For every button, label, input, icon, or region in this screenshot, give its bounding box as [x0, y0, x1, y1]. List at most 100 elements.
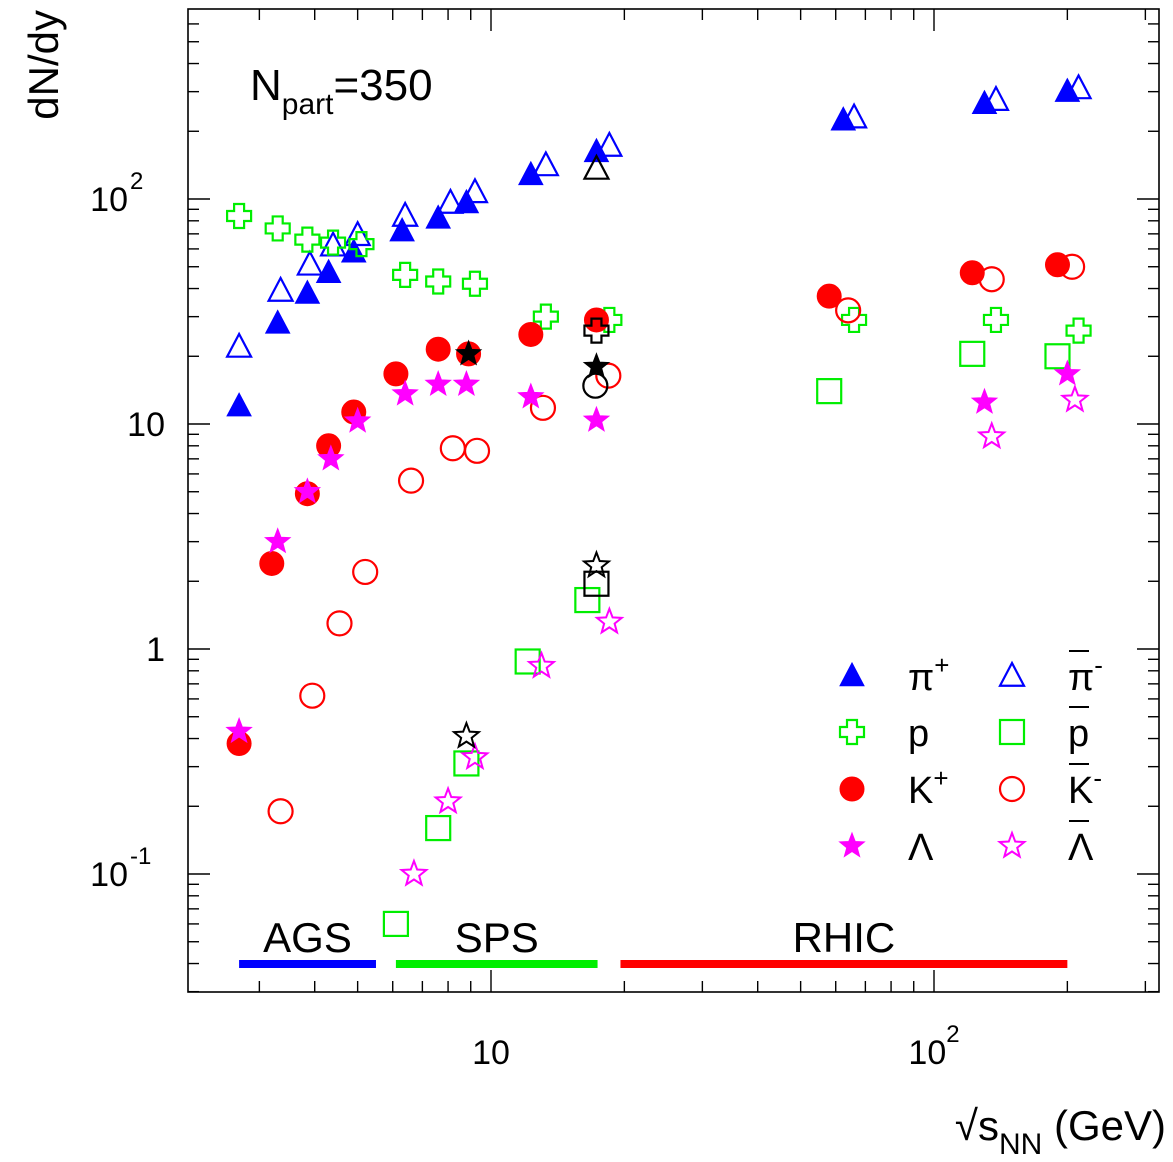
- marker-4: [425, 336, 451, 362]
- marker-6: [1053, 359, 1082, 386]
- marker-1: [266, 275, 295, 302]
- marker-0: [389, 217, 415, 242]
- legend-marker-6: [838, 831, 866, 858]
- marker-reference-12: [582, 352, 611, 379]
- marker-2: [461, 270, 489, 297]
- marker-6: [225, 717, 253, 744]
- marker-1: [1064, 73, 1093, 100]
- marker-6: [317, 444, 345, 471]
- x-axis-label-sub: NN: [999, 1128, 1042, 1161]
- marker-1: [840, 102, 868, 129]
- marker-2: [225, 202, 253, 230]
- marker-3: [816, 378, 843, 405]
- marker-5: [397, 467, 425, 494]
- marker-7: [459, 741, 491, 771]
- plot-frame: [187, 8, 1160, 993]
- marker-7: [526, 650, 557, 679]
- marker-0: [425, 204, 452, 229]
- marker-2: [392, 261, 419, 288]
- data-markers: [225, 73, 1093, 938]
- marker-1: [225, 331, 253, 358]
- marker-4: [816, 283, 842, 309]
- range-label-ags: AGS: [263, 914, 352, 961]
- marker-3: [514, 648, 541, 675]
- marker-3: [425, 814, 452, 842]
- npart-main: N: [250, 61, 282, 110]
- marker-1: [296, 249, 324, 276]
- legend-label-4: K+: [908, 763, 949, 812]
- legend: π+ π-p pK+ K-Λ Λ: [838, 650, 1103, 869]
- x-tick-label: 10: [472, 1034, 510, 1072]
- marker-6: [293, 477, 322, 504]
- marker-1: [436, 187, 465, 214]
- legend-label-main: π: [1068, 657, 1094, 699]
- legend-label-main: Λ: [908, 827, 934, 869]
- legend-label-6: Λ: [908, 827, 934, 869]
- marker-2: [532, 303, 559, 330]
- legend-label-main: p: [1068, 713, 1089, 755]
- marker-6: [517, 382, 545, 409]
- marker-5: [352, 558, 379, 586]
- legend-marker-3: [998, 718, 1026, 746]
- legend-label-main: Λ: [1068, 827, 1094, 869]
- marker-6: [424, 369, 452, 397]
- marker-3: [382, 910, 410, 938]
- legend-marker-4: [839, 776, 865, 802]
- range-label-sps: SPS: [455, 914, 539, 961]
- legend-label-sup: -: [1094, 650, 1103, 680]
- y-tick-label: 10: [127, 406, 165, 444]
- legend-label-1: π-: [1068, 650, 1103, 699]
- legend-marker-5: [998, 775, 1026, 803]
- marker-6: [582, 405, 611, 432]
- y-tick-label: 1: [146, 631, 165, 669]
- marker-5: [439, 435, 466, 462]
- marker-2: [425, 268, 452, 295]
- marker-3: [574, 586, 601, 614]
- legend-label-sup: -: [1093, 763, 1102, 793]
- marker-reference-8: [582, 153, 611, 180]
- marker-3: [1044, 343, 1071, 370]
- marker-reference-11: [582, 372, 609, 399]
- marker-0: [517, 160, 544, 186]
- legend-label-main: K: [1068, 770, 1093, 812]
- marker-1: [319, 230, 347, 257]
- marker-0: [830, 106, 857, 131]
- marker-0: [971, 89, 998, 115]
- legend-marker-2: [838, 718, 866, 746]
- legend-label-main: p: [908, 713, 929, 755]
- x-tick-label-sup: 2: [946, 1021, 959, 1048]
- marker-reference-12: [454, 339, 483, 366]
- range-label-rhic: RHIC: [793, 914, 896, 961]
- marker-reference-13: [581, 549, 612, 579]
- marker-2: [348, 231, 375, 258]
- marker-2: [1065, 317, 1092, 344]
- marker-5: [299, 682, 326, 709]
- marker-2: [294, 226, 321, 253]
- marker-2: [982, 306, 1010, 334]
- marker-1: [391, 200, 419, 227]
- marker-5: [326, 610, 353, 637]
- x-tick-label: 102: [908, 1021, 959, 1072]
- x-axis-label: √sNN (GeV): [955, 1102, 1166, 1161]
- legend-label-5: K-: [1068, 763, 1102, 812]
- marker-1: [595, 130, 624, 157]
- npart-annotation: Npart=350: [250, 61, 433, 121]
- npart-rest: =350: [333, 61, 432, 110]
- legend-label-7: Λ: [1068, 827, 1094, 869]
- legend-label-3: p: [1068, 713, 1089, 755]
- legend-label-sup: +: [934, 650, 949, 680]
- legend-marker-1: [998, 660, 1026, 687]
- marker-4: [383, 361, 409, 387]
- marker-reference-13: [451, 720, 482, 749]
- legend-marker-7: [996, 830, 1028, 859]
- marker-3: [959, 340, 986, 367]
- y-tick-label: 10: [90, 181, 128, 219]
- marker-6: [452, 369, 481, 397]
- marker-2: [319, 229, 347, 256]
- y-tick-label-sup: -1: [130, 843, 151, 870]
- marker-7: [976, 420, 1007, 450]
- marker-1: [982, 84, 1010, 112]
- marker-7: [398, 858, 429, 887]
